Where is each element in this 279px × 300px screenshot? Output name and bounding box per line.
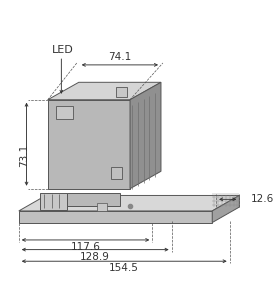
Text: 73.1: 73.1 bbox=[20, 144, 30, 167]
Text: 74.1: 74.1 bbox=[108, 52, 131, 62]
Bar bbox=[111, 167, 122, 179]
Text: LED: LED bbox=[51, 45, 73, 55]
Text: 12.6: 12.6 bbox=[251, 194, 274, 204]
Bar bbox=[116, 87, 127, 97]
Polygon shape bbox=[130, 82, 161, 189]
Bar bbox=[97, 203, 107, 211]
Polygon shape bbox=[19, 196, 239, 211]
Polygon shape bbox=[48, 82, 161, 100]
Bar bbox=[56, 106, 73, 119]
Polygon shape bbox=[67, 193, 120, 206]
Polygon shape bbox=[40, 193, 67, 210]
Polygon shape bbox=[19, 211, 212, 223]
Text: 154.5: 154.5 bbox=[109, 263, 139, 273]
Text: 128.9: 128.9 bbox=[80, 252, 110, 262]
Polygon shape bbox=[48, 100, 130, 189]
Polygon shape bbox=[212, 196, 239, 223]
Text: 117.6: 117.6 bbox=[71, 242, 100, 252]
